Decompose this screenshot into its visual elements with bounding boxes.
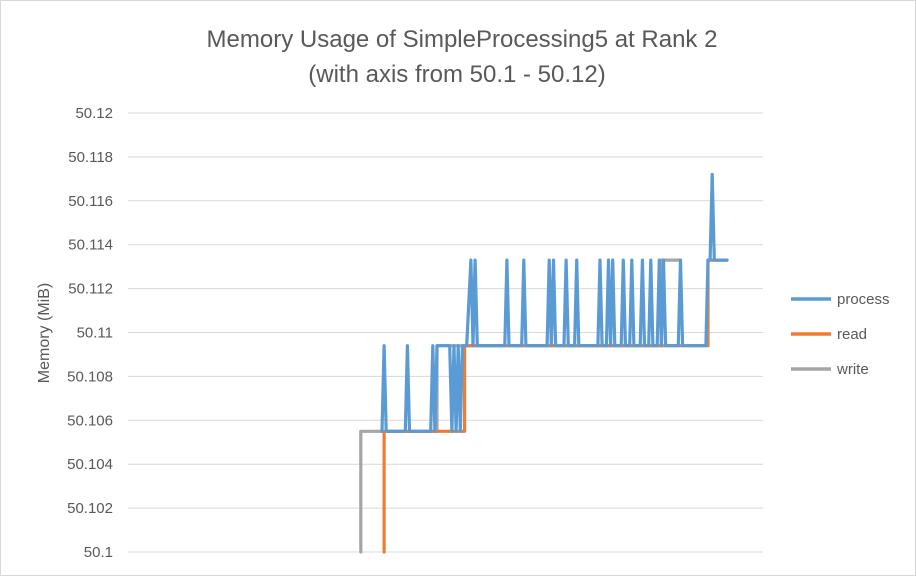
y-tick-label: 50.108 <box>67 368 113 385</box>
legend-label-read: read <box>837 326 867 343</box>
series-lines <box>359 172 729 554</box>
y-tick-label: 50.12 <box>75 105 113 122</box>
legend-label-write: write <box>836 361 869 378</box>
chart-subtitle: (with axis from 50.1 - 50.12) <box>308 61 605 88</box>
y-tick-label: 50.112 <box>68 281 113 298</box>
legend-label-process: process <box>837 291 890 308</box>
y-tick-labels: 50.1 50.102 50.104 50.106 50.108 50.11 50.112 5… <box>67 105 113 561</box>
y-tick-label: 50.114 <box>68 237 113 254</box>
y-tick-label: 50.116 <box>68 193 113 210</box>
chart-title: Memory Usage of SimpleProcessing5 at Ran… <box>207 26 718 53</box>
y-tick-label: 50.102 <box>67 500 113 517</box>
y-tick-label: 50.118 <box>68 149 113 166</box>
y-tick-label: 50.1 <box>84 544 113 561</box>
gridlines <box>128 112 763 553</box>
legend: process read write <box>791 291 890 378</box>
y-tick-label: 50.11 <box>77 325 113 342</box>
y-axis-label: Memory (MiB) <box>36 283 53 383</box>
y-tick-label: 50.106 <box>67 412 113 429</box>
series-line-process <box>380 172 729 433</box>
y-tick-label: 50.104 <box>67 456 113 473</box>
